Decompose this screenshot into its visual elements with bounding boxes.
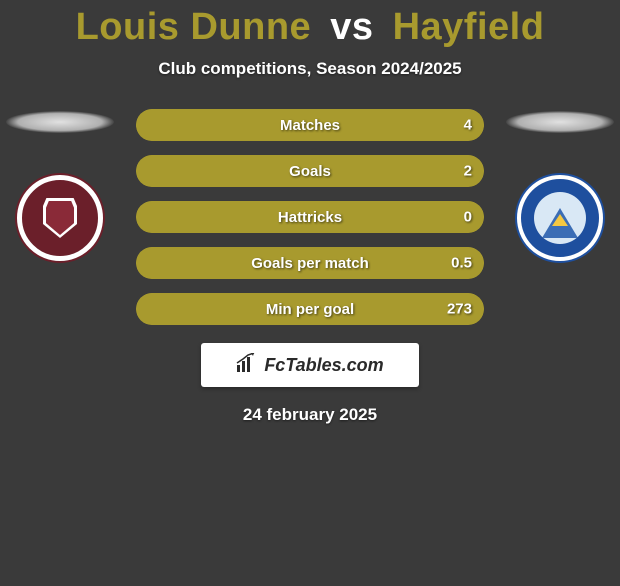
club-badge-left	[17, 175, 103, 261]
stat-label: Hattricks	[278, 209, 342, 226]
player2-name: Hayfield	[393, 6, 545, 48]
comparison-title: Louis Dunne vs Hayfield	[0, 6, 620, 49]
date-text: 24 february 2025	[0, 405, 620, 425]
stat-label: Goals per match	[251, 255, 369, 272]
stat-row: Matches 4	[136, 109, 484, 141]
player-photo-placeholder-left	[6, 111, 114, 133]
stats-container: Matches 4 Goals 2 Hattricks 0 Goals per match 0…	[136, 109, 484, 325]
stat-label: Matches	[280, 117, 340, 134]
stat-row: Min per goal 273	[136, 293, 484, 325]
shield-icon	[43, 198, 77, 238]
subtitle-text: Club competitions, Season 2024/2025	[0, 59, 620, 79]
stat-value-right: 0	[464, 209, 472, 226]
player1-name: Louis Dunne	[76, 6, 312, 48]
vs-text: vs	[330, 6, 373, 48]
stat-label: Min per goal	[266, 301, 354, 318]
stat-value-right: 2	[464, 163, 472, 180]
right-badge-column	[500, 109, 620, 261]
stat-value-right: 4	[464, 117, 472, 134]
stat-row: Goals 2	[136, 155, 484, 187]
chart-icon	[236, 353, 258, 378]
mountain-icon	[534, 192, 586, 244]
content-area: Matches 4 Goals 2 Hattricks 0 Goals per match 0…	[0, 109, 620, 425]
player-photo-placeholder-right	[506, 111, 614, 133]
fctables-logo: FcTables.com	[201, 343, 419, 387]
left-badge-column	[0, 109, 120, 261]
stat-value-right: 0.5	[451, 255, 472, 272]
stat-value-right: 273	[447, 301, 472, 318]
logo-text: FcTables.com	[264, 355, 383, 376]
club-badge-right	[517, 175, 603, 261]
stat-row: Goals per match 0.5	[136, 247, 484, 279]
stat-label: Goals	[289, 163, 331, 180]
stat-row: Hattricks 0	[136, 201, 484, 233]
